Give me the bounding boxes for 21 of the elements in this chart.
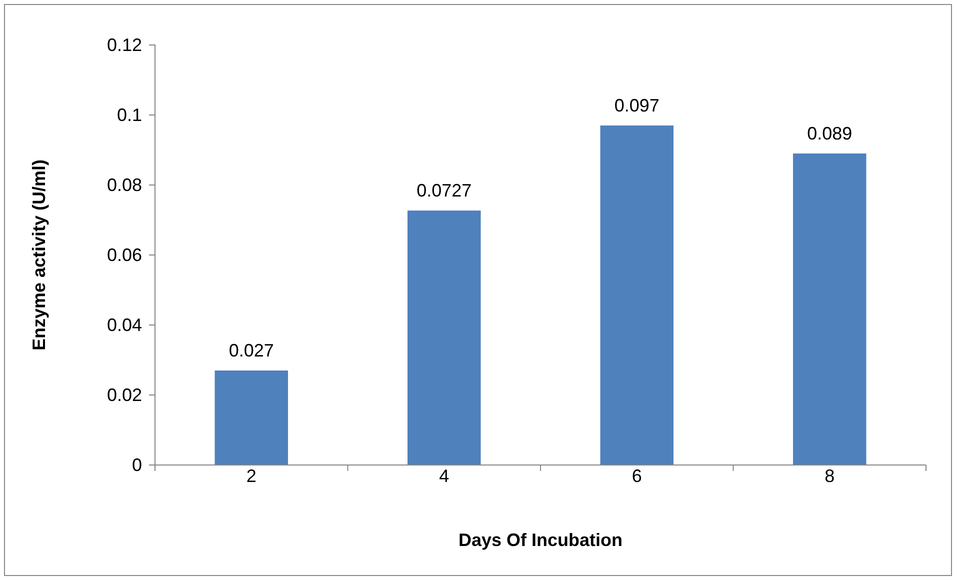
bar bbox=[793, 154, 866, 465]
y-tick-label: 0.04 bbox=[106, 314, 142, 335]
x-axis-title: Days Of Incubation bbox=[458, 530, 623, 550]
y-axis-title: Enzyme activity (U/ml) bbox=[29, 159, 49, 351]
data-label: 0.0727 bbox=[416, 180, 472, 201]
x-tick-label: 4 bbox=[439, 466, 450, 486]
y-tick-label: 0.12 bbox=[106, 34, 142, 55]
bar bbox=[408, 210, 481, 465]
y-tick-label: 0.08 bbox=[106, 174, 142, 195]
x-tick-label: 8 bbox=[824, 466, 835, 486]
x-tick-label: 6 bbox=[632, 466, 642, 486]
data-label: 0.089 bbox=[807, 124, 852, 144]
data-label: 0.027 bbox=[228, 340, 274, 360]
x-tick-label: 2 bbox=[246, 466, 256, 486]
data-label: 0.097 bbox=[614, 96, 660, 116]
y-tick-label: 0.1 bbox=[116, 104, 142, 125]
bar bbox=[214, 370, 288, 465]
y-tick-label: 0 bbox=[132, 454, 142, 475]
bar bbox=[600, 126, 674, 465]
y-tick-label: 0.06 bbox=[106, 244, 142, 265]
y-tick-label: 0.02 bbox=[106, 384, 142, 405]
